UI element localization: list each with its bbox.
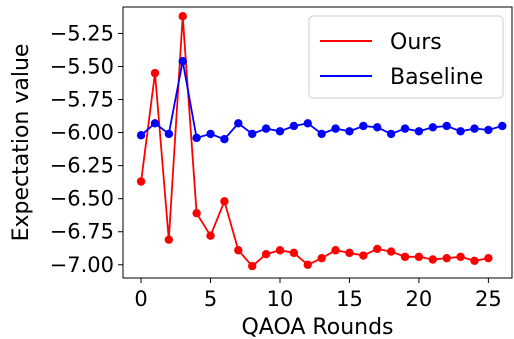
data-point-ours (414, 252, 424, 262)
data-point-ours (275, 246, 285, 255)
data-point-baseline (442, 121, 451, 131)
x-axis: 0 5 10 15 20 25 (134, 278, 502, 311)
y-tick-label: −5.50 (50, 54, 114, 78)
data-point-baseline (303, 119, 312, 128)
data-point-baseline (359, 121, 368, 131)
data-point-ours (164, 235, 174, 244)
data-point-baseline (234, 119, 243, 128)
x-tick-label: 0 (134, 287, 147, 311)
data-point-ours (400, 252, 410, 262)
data-point-baseline (164, 129, 174, 139)
data-point-ours (289, 248, 299, 258)
x-tick-label: 20 (406, 287, 433, 311)
y-tick-label: −6.50 (50, 187, 114, 211)
x-axis-title: QAOA Rounds (241, 315, 393, 339)
data-point-ours (359, 251, 368, 260)
x-tick-label: 5 (204, 287, 217, 311)
data-point-baseline (206, 129, 215, 139)
data-point-baseline (331, 124, 340, 133)
data-point-baseline (414, 127, 424, 136)
data-point-ours (206, 231, 215, 240)
legend-label-ours: Ours (390, 30, 442, 55)
y-tick-label: −6.75 (50, 220, 114, 244)
y-tick-label: −6.00 (50, 121, 114, 145)
data-point-ours (234, 246, 243, 255)
y-tick-label: −6.25 (50, 154, 114, 178)
data-point-ours (456, 252, 465, 262)
legend-label-baseline: Baseline (390, 65, 483, 90)
data-point-baseline (275, 127, 285, 136)
data-point-baseline (192, 133, 201, 143)
x-tick-label: 15 (336, 287, 363, 311)
data-point-baseline (400, 124, 410, 133)
plot-border (122, 6, 513, 279)
data-point-baseline (289, 121, 299, 131)
data-point-baseline (136, 131, 146, 140)
data-point-ours (248, 261, 257, 271)
data-point-ours (331, 246, 340, 255)
data-point-baseline (345, 127, 354, 136)
data-point-baseline (178, 57, 187, 66)
data-point-baseline (373, 123, 382, 132)
data-point-baseline (386, 129, 396, 139)
legend: Ours Baseline (308, 15, 504, 99)
series-ours (136, 12, 493, 271)
y-tick-label: −5.75 (50, 88, 114, 112)
data-point-baseline (150, 119, 160, 128)
y-tick-label: −7.00 (50, 253, 114, 277)
data-point-baseline (484, 125, 493, 135)
data-point-ours (136, 177, 146, 186)
x-tick-label: 25 (475, 287, 502, 311)
series-layer (136, 12, 507, 271)
data-point-ours (484, 253, 493, 263)
data-point-baseline (317, 129, 326, 139)
data-point-ours (470, 256, 479, 266)
data-point-ours (345, 248, 354, 258)
data-point-baseline (498, 121, 507, 131)
data-point-baseline (428, 123, 438, 132)
data-point-ours (442, 253, 451, 263)
series-baseline (136, 57, 507, 144)
x-tick-label: 10 (267, 287, 294, 311)
data-point-ours (317, 253, 326, 263)
data-point-ours (303, 260, 312, 269)
legend-box (308, 15, 504, 99)
data-point-baseline (261, 124, 271, 133)
data-point-ours (261, 250, 271, 259)
data-point-baseline (220, 134, 229, 144)
data-point-ours (150, 68, 160, 78)
y-axis: −7.00 −6.75 −6.50 −6.25 −6.00 −5.75 −5.50 −5.25 (50, 21, 123, 277)
plot-frame (122, 6, 513, 279)
y-tick-label: −5.25 (50, 21, 114, 45)
data-point-baseline (248, 129, 257, 139)
data-point-ours (192, 209, 201, 218)
data-point-ours (373, 244, 382, 254)
data-point-ours (220, 197, 229, 206)
data-point-baseline (456, 127, 465, 136)
data-point-ours (386, 247, 396, 256)
data-point-baseline (470, 124, 479, 133)
data-point-ours (428, 255, 438, 264)
y-axis-title: Expectation value (9, 44, 34, 242)
data-point-ours (178, 12, 187, 21)
